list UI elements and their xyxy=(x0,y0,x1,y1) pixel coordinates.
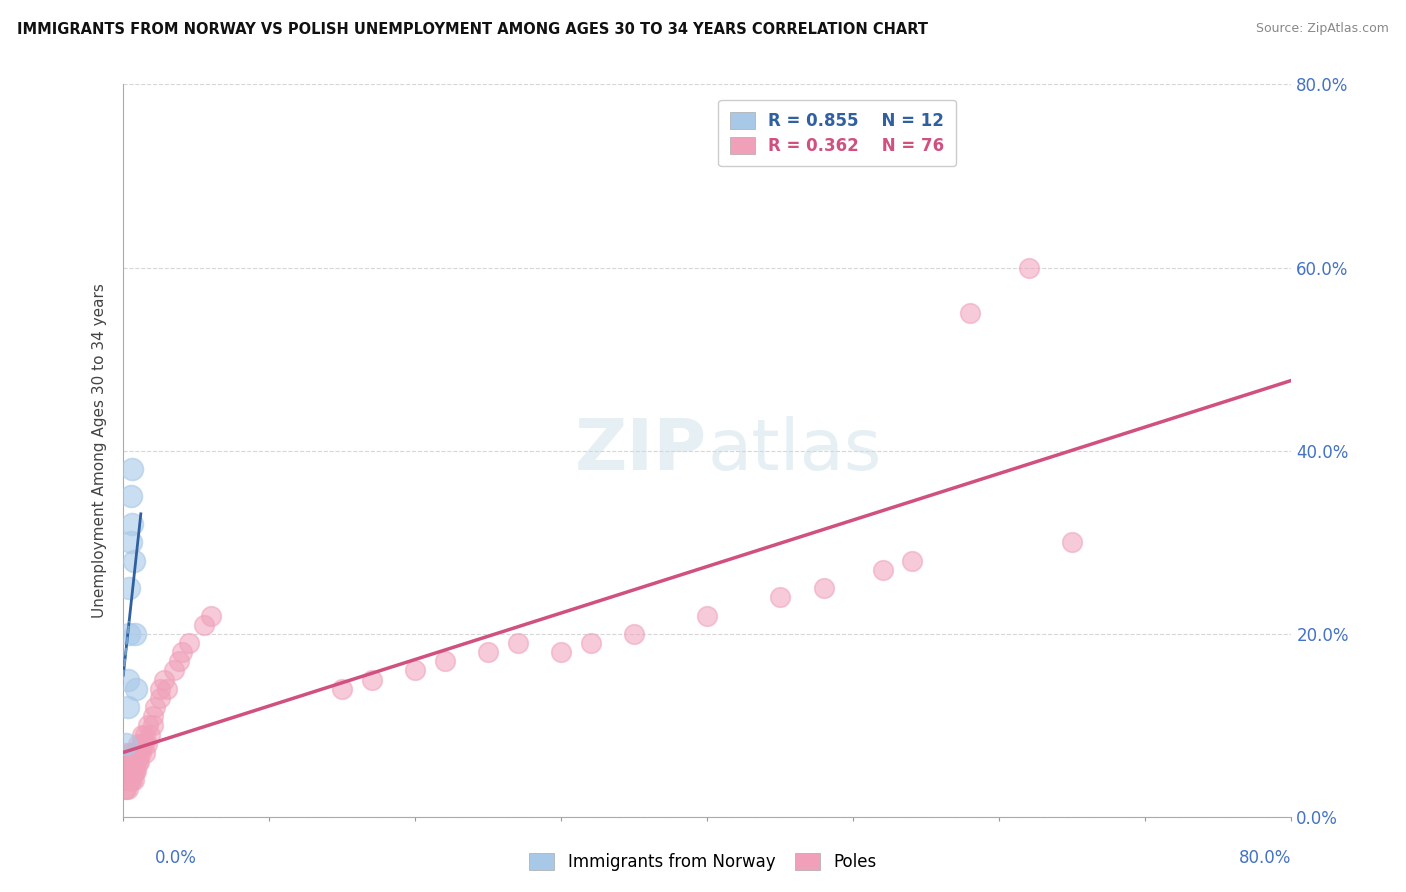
Point xyxy=(901,553,924,567)
Point xyxy=(120,746,142,760)
Point xyxy=(127,755,149,769)
Point xyxy=(128,755,150,769)
Point xyxy=(120,755,142,769)
Point xyxy=(193,617,215,632)
Point xyxy=(1018,260,1040,275)
Point xyxy=(115,773,138,788)
Text: Source: ZipAtlas.com: Source: ZipAtlas.com xyxy=(1256,22,1389,36)
Text: ZIP: ZIP xyxy=(575,417,707,485)
Point xyxy=(149,690,172,705)
Point xyxy=(122,553,145,567)
Point xyxy=(117,755,139,769)
Point xyxy=(125,681,148,696)
Point xyxy=(404,664,426,678)
Point xyxy=(136,718,159,732)
Point xyxy=(477,645,499,659)
Point xyxy=(433,654,456,668)
Point xyxy=(141,709,163,723)
Point xyxy=(120,773,142,788)
Point xyxy=(550,645,572,659)
Text: 80.0%: 80.0% xyxy=(1239,849,1292,867)
Point xyxy=(121,746,143,760)
Point xyxy=(120,535,142,549)
Point xyxy=(138,727,160,741)
Point xyxy=(579,636,602,650)
Point xyxy=(118,627,141,641)
Point xyxy=(115,764,138,779)
Point xyxy=(114,782,136,797)
Point xyxy=(115,737,138,751)
Point xyxy=(122,755,145,769)
Point xyxy=(117,764,139,779)
Point xyxy=(117,782,139,797)
Point xyxy=(118,773,141,788)
Point xyxy=(117,673,139,687)
Point xyxy=(149,681,172,696)
Point xyxy=(135,737,157,751)
Legend: Immigrants from Norway, Poles: Immigrants from Norway, Poles xyxy=(520,845,886,880)
Point xyxy=(125,755,148,769)
Point xyxy=(360,673,382,687)
Point xyxy=(122,764,145,779)
Point xyxy=(129,746,152,760)
Point xyxy=(124,755,146,769)
Point xyxy=(813,581,835,595)
Point xyxy=(132,737,155,751)
Point xyxy=(696,608,718,623)
Y-axis label: Unemployment Among Ages 30 to 34 years: Unemployment Among Ages 30 to 34 years xyxy=(93,284,107,618)
Point xyxy=(131,737,153,751)
Point xyxy=(769,590,792,604)
Point xyxy=(118,746,141,760)
Point xyxy=(127,746,149,760)
Point xyxy=(141,718,163,732)
Text: atlas: atlas xyxy=(707,417,882,485)
Point xyxy=(167,654,190,668)
Point xyxy=(156,681,179,696)
Point xyxy=(115,782,138,797)
Point xyxy=(959,306,981,320)
Point xyxy=(163,664,186,678)
Point xyxy=(131,727,153,741)
Point xyxy=(170,645,193,659)
Point xyxy=(623,627,645,641)
Point xyxy=(1062,535,1084,549)
Point xyxy=(114,773,136,788)
Point xyxy=(121,516,143,531)
Point xyxy=(118,764,141,779)
Point xyxy=(118,773,141,788)
Point xyxy=(872,563,894,577)
Point xyxy=(124,627,146,641)
Point xyxy=(121,773,143,788)
Point xyxy=(330,681,353,696)
Point xyxy=(117,700,139,714)
Point xyxy=(122,773,145,788)
Legend: R = 0.855    N = 12, R = 0.362    N = 76: R = 0.855 N = 12, R = 0.362 N = 76 xyxy=(718,100,956,167)
Point xyxy=(127,737,149,751)
Point xyxy=(121,764,143,779)
Point xyxy=(118,581,141,595)
Point xyxy=(124,746,146,760)
Text: 0.0%: 0.0% xyxy=(155,849,197,867)
Point xyxy=(114,755,136,769)
Point xyxy=(134,727,156,741)
Point xyxy=(153,673,176,687)
Point xyxy=(118,755,141,769)
Point xyxy=(120,764,142,779)
Point xyxy=(506,636,529,650)
Point xyxy=(134,746,156,760)
Point xyxy=(128,746,150,760)
Point xyxy=(129,737,152,751)
Point xyxy=(115,746,138,760)
Point xyxy=(125,764,148,779)
Point xyxy=(145,700,167,714)
Point xyxy=(121,462,143,476)
Text: IMMIGRANTS FROM NORWAY VS POLISH UNEMPLOYMENT AMONG AGES 30 TO 34 YEARS CORRELAT: IMMIGRANTS FROM NORWAY VS POLISH UNEMPLO… xyxy=(17,22,928,37)
Point xyxy=(124,764,146,779)
Point xyxy=(120,490,142,504)
Point xyxy=(117,773,139,788)
Point xyxy=(177,636,200,650)
Point xyxy=(200,608,222,623)
